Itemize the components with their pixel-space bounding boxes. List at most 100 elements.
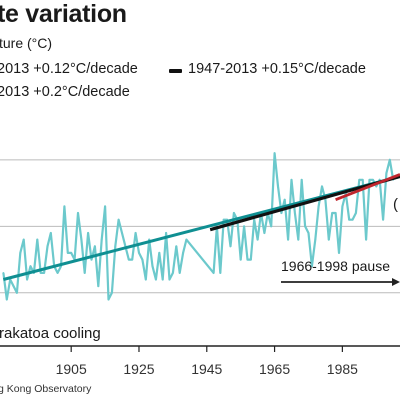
data-point: [294, 212, 296, 214]
data-point: [321, 185, 323, 188]
data-point: [5, 298, 8, 301]
data-point: [46, 245, 49, 248]
data-point: [158, 252, 161, 254]
data-point: [178, 271, 181, 274]
data-point: [331, 212, 334, 214]
data-point: [287, 238, 290, 241]
data-point: [100, 238, 103, 241]
data-point: [66, 252, 69, 254]
legend-swatch-1947: [169, 69, 182, 73]
data-point: [80, 238, 83, 241]
data-point: [121, 232, 123, 234]
data-point: [253, 218, 256, 221]
data-point: [19, 252, 22, 254]
data-point: [273, 152, 276, 155]
data-point: [355, 212, 357, 214]
x-tick-label: 1965: [259, 361, 290, 377]
data-point: [249, 258, 252, 261]
data-point: [12, 285, 15, 288]
pause-arrowhead: [392, 278, 400, 286]
data-point: [358, 178, 361, 181]
data-point: [26, 278, 29, 281]
chart-title: te variation: [0, 0, 127, 28]
data-point: [368, 178, 371, 181]
data-point: [131, 258, 134, 261]
data-point: [297, 238, 300, 241]
x-tick-label: 1985: [327, 361, 358, 377]
data-point: [168, 278, 171, 281]
data-point: [385, 172, 388, 175]
data-point: [104, 205, 106, 208]
x-tick-label: 1905: [56, 361, 87, 377]
data-point: [388, 158, 391, 161]
data-point: [290, 178, 293, 181]
data-point: [144, 278, 147, 281]
data-point: [310, 265, 313, 268]
data-point: [77, 212, 79, 214]
data-point: [22, 238, 25, 241]
data-point: [239, 258, 242, 261]
data-point: [280, 212, 283, 214]
data-point: [134, 232, 137, 234]
data-point: [277, 185, 279, 188]
data-point: [87, 232, 90, 234]
data-point: [314, 238, 317, 241]
data-point: [29, 265, 32, 268]
data-point: [161, 278, 164, 281]
data-point: [97, 285, 100, 288]
data-point: [83, 271, 86, 274]
data-point: [327, 238, 330, 241]
data-point: [155, 278, 157, 281]
data-point: [246, 258, 249, 261]
data-point: [222, 218, 225, 221]
data-point: [49, 232, 52, 234]
data-point: [300, 178, 303, 181]
x-tick-label: 1925: [123, 361, 154, 377]
data-point: [36, 238, 39, 241]
data-point: [39, 271, 42, 274]
data-point: [2, 271, 5, 274]
data-point: [107, 298, 110, 301]
data-point: [151, 265, 154, 268]
data-point: [16, 291, 18, 294]
pause-label: 1966-1998 pause: [281, 258, 390, 274]
legend-item-1947-trend: 1947-2013 +0.15°C/decade: [188, 61, 366, 77]
data-point: [219, 271, 222, 274]
data-point: [165, 232, 168, 234]
data-point: [212, 271, 215, 274]
data-point: [338, 252, 340, 254]
data-point: [375, 185, 378, 188]
data-point: [304, 225, 306, 228]
data-point: [229, 245, 232, 248]
data-point: [182, 252, 184, 254]
data-point: [171, 271, 174, 274]
source-note: g Kong Observatory: [0, 383, 92, 395]
krakatoa-label: rakatoa cooling: [0, 325, 101, 342]
data-point: [270, 225, 273, 228]
data-point: [371, 178, 374, 181]
legend-item-recent-trend: 2013 +0.2°C/decade: [0, 84, 130, 100]
data-point: [263, 232, 266, 234]
data-point: [283, 198, 286, 201]
data-point: [43, 271, 45, 274]
data-point: [110, 291, 113, 294]
data-point: [90, 258, 93, 261]
data-point: [56, 271, 59, 274]
data-point: [94, 245, 96, 248]
data-point: [256, 238, 259, 241]
data-point: [361, 178, 364, 181]
trend-line-1947-2013: [209, 174, 400, 232]
data-point: [232, 212, 235, 214]
data-point: [175, 245, 178, 248]
data-point: [243, 225, 245, 228]
data-point: [365, 238, 368, 241]
data-point: [114, 245, 117, 248]
edge-mark: (: [393, 196, 398, 213]
data-point: [117, 218, 120, 221]
data-point: [70, 252, 73, 254]
x-tick-label: 1945: [191, 361, 222, 377]
data-point: [138, 252, 140, 254]
legend-item-long-trend: 2013 +0.12°C/decade: [0, 61, 138, 77]
chart-subtitle: ture (°C): [0, 35, 53, 51]
